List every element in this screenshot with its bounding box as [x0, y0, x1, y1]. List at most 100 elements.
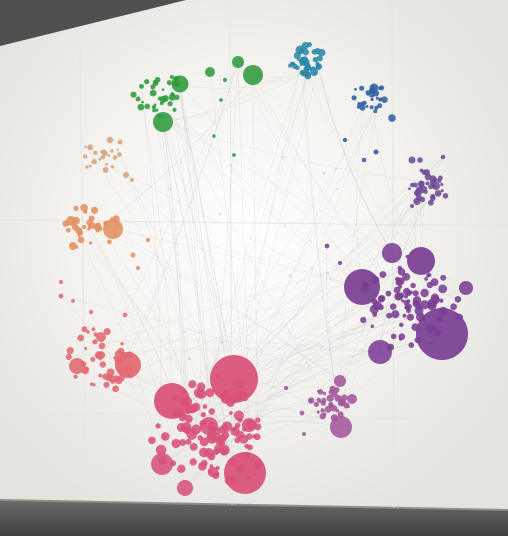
network-node [370, 88, 373, 92]
network-node [69, 242, 77, 250]
network-node [220, 391, 229, 401]
network-node [296, 58, 300, 61]
network-node [401, 299, 405, 303]
network-node [426, 273, 430, 278]
network-node [438, 306, 448, 316]
network-node [326, 394, 334, 402]
network-node [93, 332, 98, 337]
network-edge [97, 225, 341, 382]
network-edge [317, 67, 393, 254]
network-node [202, 404, 208, 409]
network-hub-node [330, 416, 352, 438]
network-edge [252, 74, 399, 297]
network-node [386, 312, 393, 319]
network-edge [186, 421, 258, 437]
network-hub-node [153, 112, 173, 132]
network-edge [339, 87, 382, 382]
network-node [208, 421, 216, 429]
network-node [72, 216, 80, 225]
network-node [241, 394, 249, 402]
network-node [419, 168, 424, 173]
network-node [302, 432, 306, 436]
network-node [406, 308, 411, 314]
network-node [351, 95, 357, 101]
network-hub-node [224, 452, 266, 494]
network-edge [179, 67, 309, 89]
network-edge [379, 185, 434, 353]
network-node [430, 193, 436, 199]
network-edge [174, 396, 342, 428]
network-node [419, 196, 426, 203]
network-node [141, 100, 144, 104]
network-node [419, 300, 430, 310]
network-node [102, 150, 108, 156]
network-node [428, 199, 434, 206]
network-node [398, 337, 403, 341]
network-node [328, 403, 333, 409]
network-node [228, 457, 237, 466]
network-node [232, 56, 244, 68]
network-edge [191, 183, 422, 435]
network-node [189, 442, 198, 451]
network-node [58, 293, 64, 299]
network-node [93, 150, 98, 155]
network-node [246, 419, 257, 431]
network-node [312, 56, 319, 63]
network-node [98, 157, 102, 161]
network-edge [89, 222, 363, 288]
network-node [459, 281, 473, 295]
network-node [112, 215, 120, 223]
network-node [406, 313, 414, 321]
network-node [183, 426, 192, 435]
network-node [88, 309, 94, 315]
network-node [427, 303, 432, 308]
network-node [96, 332, 106, 342]
edge-junction-dot [183, 330, 186, 333]
network-node [137, 103, 145, 111]
network-node [369, 105, 374, 110]
network-node [418, 185, 423, 190]
network-node [113, 232, 117, 236]
screen-seam [79, 41, 87, 501]
network-edge [75, 227, 210, 427]
network-node [215, 373, 222, 380]
network-node [196, 382, 206, 392]
network-node [377, 103, 383, 109]
network-edge [356, 102, 365, 288]
network-node [106, 368, 115, 377]
network-node [208, 408, 215, 415]
network-node [105, 162, 108, 166]
network-node [145, 237, 151, 243]
network-node [214, 471, 220, 477]
network-node [313, 71, 317, 75]
network-node [84, 145, 87, 149]
network-node [347, 394, 357, 404]
network-node [122, 312, 128, 318]
network-node [425, 181, 430, 186]
network-node [130, 91, 137, 98]
network-node [219, 98, 223, 102]
network-node [378, 98, 382, 102]
network-node [378, 86, 382, 91]
network-node [432, 177, 438, 183]
network-node [385, 290, 392, 297]
network-node [213, 427, 221, 435]
network-node [150, 84, 156, 90]
network-node [117, 347, 125, 355]
network-hub-node [69, 358, 85, 374]
network-node [171, 438, 181, 449]
network-node [324, 243, 330, 249]
network-node [242, 427, 247, 432]
network-node [438, 284, 448, 294]
network-node [110, 217, 115, 222]
network-node [442, 193, 449, 199]
network-node [106, 239, 112, 245]
network-node [235, 430, 245, 440]
network-node [86, 330, 90, 334]
network-node [99, 361, 107, 368]
network-node [299, 410, 305, 416]
network-node [172, 107, 177, 112]
network-edge [153, 107, 188, 402]
network-edge [109, 241, 212, 439]
network-node [356, 105, 361, 109]
